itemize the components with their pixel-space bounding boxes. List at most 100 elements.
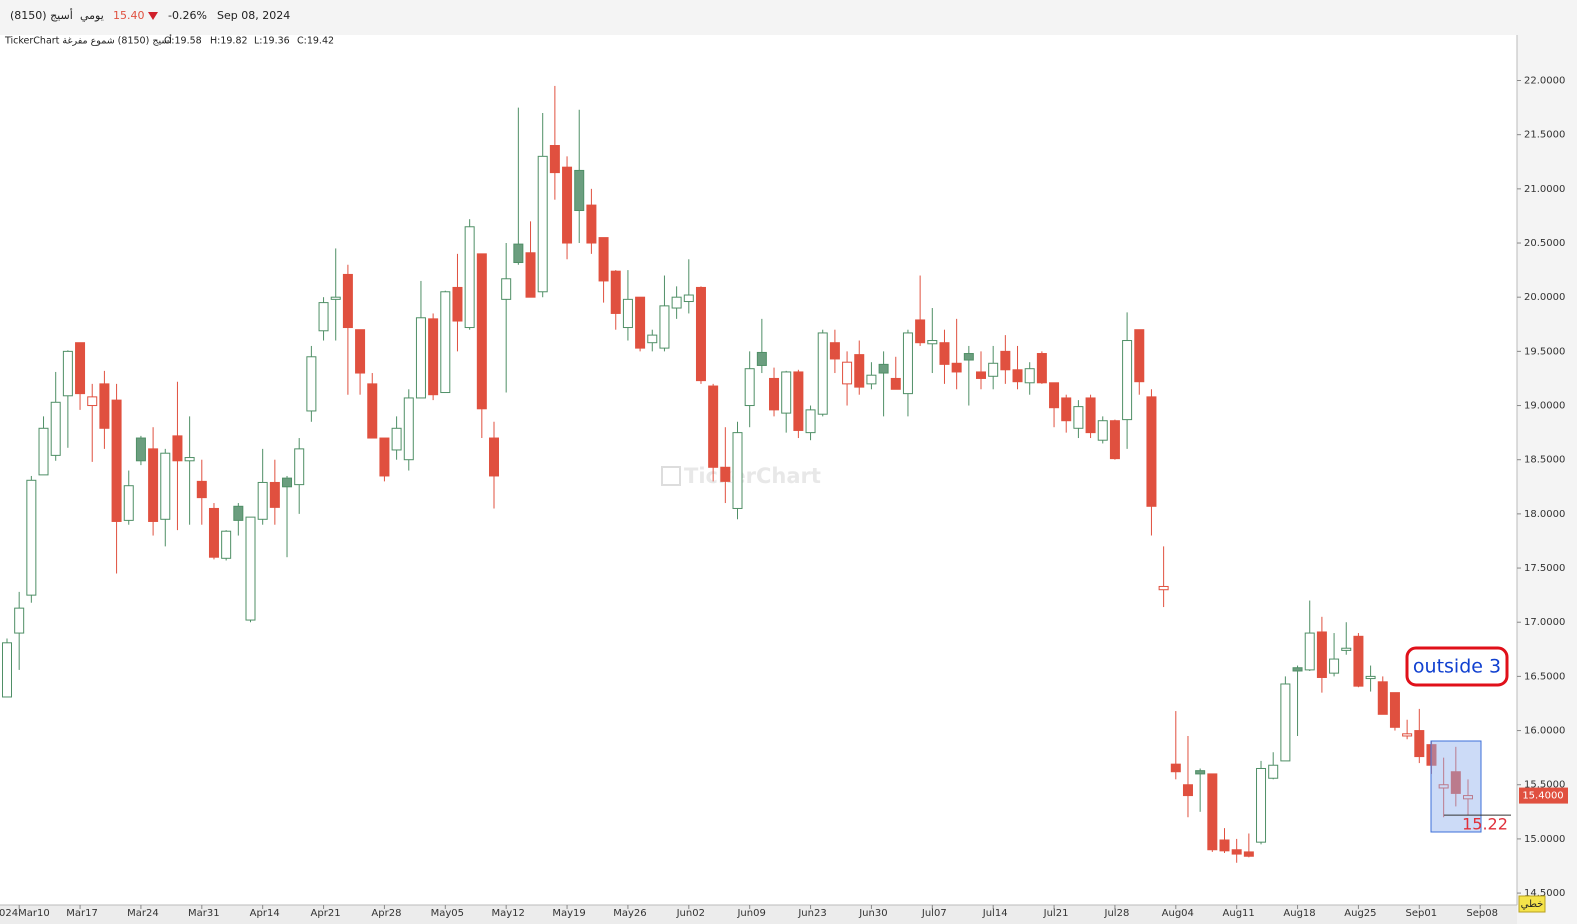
x-tick-label: Sep01 xyxy=(1406,908,1438,919)
chart-type-label[interactable]: خطي xyxy=(1521,899,1544,910)
candle-body xyxy=(1450,771,1461,794)
candle-body xyxy=(1219,839,1230,852)
candle-body xyxy=(890,377,901,390)
candle-body xyxy=(695,286,706,382)
candle-body xyxy=(464,226,475,329)
candle-body xyxy=(610,270,621,314)
candle-body xyxy=(1353,635,1364,687)
legend-low: L:19.36 xyxy=(254,36,290,47)
candle-body xyxy=(208,507,219,558)
x-tick-label: Jul28 xyxy=(1104,908,1130,919)
last-price-label: 15.4000 xyxy=(1522,791,1563,802)
candle-body xyxy=(501,278,512,300)
candle-body xyxy=(537,155,548,293)
candle-body xyxy=(415,317,426,399)
legend-close: C:19.42 xyxy=(297,36,334,47)
candle-body xyxy=(1134,329,1145,383)
candle-body xyxy=(318,302,329,332)
y-tick-label: 18.5000 xyxy=(1524,455,1565,466)
period[interactable]: يومي xyxy=(80,9,104,22)
y-tick-label: 15.0000 xyxy=(1524,834,1565,845)
candle-body xyxy=(659,305,670,349)
annotation-text: outside 3 xyxy=(1413,656,1501,678)
candle-body xyxy=(452,286,463,322)
candle-body xyxy=(878,363,889,374)
candle-body xyxy=(1316,631,1327,678)
x-tick-label: May12 xyxy=(491,908,524,919)
candle-body xyxy=(172,435,183,462)
x-tick-label: Jun09 xyxy=(736,908,765,919)
candle-body xyxy=(1463,795,1473,800)
x-tick-label: Aug18 xyxy=(1283,908,1315,919)
chart-type-button[interactable] xyxy=(1518,895,1546,913)
y-tick-label: 17.5000 xyxy=(1524,563,1565,574)
candle-body xyxy=(829,342,840,360)
y-tick-label: 20.0000 xyxy=(1524,292,1565,303)
change-pct: -0.26% xyxy=(168,9,207,22)
candle-body xyxy=(817,332,828,415)
candle-body xyxy=(306,356,317,412)
candle-body xyxy=(1122,340,1133,421)
level-label: 15.22 xyxy=(1462,815,1508,834)
symbol[interactable]: أسيج (8150) xyxy=(10,8,73,22)
y-tick-label: 17.0000 xyxy=(1524,617,1565,628)
candle-body xyxy=(38,427,49,476)
last-price-tag xyxy=(1519,787,1568,804)
candle-body xyxy=(939,342,950,365)
candle-body xyxy=(1329,658,1340,674)
plot: 14.5000 15.0000 15.5000 16.0000 16.5000 17.00… xyxy=(0,76,1565,919)
candle-body xyxy=(1049,382,1060,409)
x-tick-label: 2024Mar10 xyxy=(0,908,50,919)
y-tick-label: 16.5000 xyxy=(1524,671,1565,682)
candle-body xyxy=(574,169,585,212)
candle-body xyxy=(26,479,37,596)
candle-body xyxy=(221,530,232,559)
x-tick-label: Jul21 xyxy=(1043,908,1069,919)
candle-body xyxy=(708,385,719,468)
candle-body xyxy=(744,368,755,407)
candle-body xyxy=(87,396,98,407)
y-tick-label: 15.5000 xyxy=(1524,780,1565,791)
candle-body xyxy=(342,273,353,329)
candle-body xyxy=(50,401,61,456)
candle-body xyxy=(586,204,597,244)
candle-body xyxy=(671,296,682,309)
x-tick-label: Apr28 xyxy=(371,908,401,919)
candle-body xyxy=(902,332,913,395)
legend-high: H:19.82 xyxy=(210,36,248,47)
candle-body xyxy=(160,452,171,520)
candle-body xyxy=(1341,647,1352,651)
candle-body xyxy=(1061,397,1072,422)
candle-body xyxy=(951,362,962,373)
candle-body xyxy=(1365,675,1376,680)
candle-body xyxy=(135,437,146,462)
selection-box[interactable] xyxy=(1430,740,1482,833)
candle-body xyxy=(781,371,792,414)
annotation-box[interactable] xyxy=(1405,646,1509,687)
candle-body xyxy=(976,371,986,379)
candle-body xyxy=(915,319,926,344)
candle-body xyxy=(549,145,560,174)
candle-body xyxy=(562,166,573,244)
date-axis xyxy=(0,905,1517,924)
candle-body xyxy=(793,371,804,431)
candle-body xyxy=(99,383,110,429)
candle-body xyxy=(1146,396,1157,507)
candle-body xyxy=(148,448,159,522)
candle-body xyxy=(769,377,780,411)
candle-body xyxy=(866,374,877,385)
price: 15.40 xyxy=(113,9,145,22)
y-tick-label: 14.5000 xyxy=(1524,888,1565,899)
candle-body xyxy=(1109,420,1120,460)
candle-body xyxy=(282,477,293,488)
x-tick-label: Mar17 xyxy=(66,908,98,919)
candle-body xyxy=(1280,683,1291,762)
candle-body xyxy=(111,399,122,522)
candle-body xyxy=(1195,770,1206,775)
candle-body xyxy=(1231,849,1242,855)
y-tick-label: 19.5000 xyxy=(1524,346,1565,357)
candle-body xyxy=(1012,369,1023,383)
candle-body xyxy=(683,294,694,303)
x-tick-label: Jun23 xyxy=(797,908,826,919)
candle-body xyxy=(622,298,633,329)
